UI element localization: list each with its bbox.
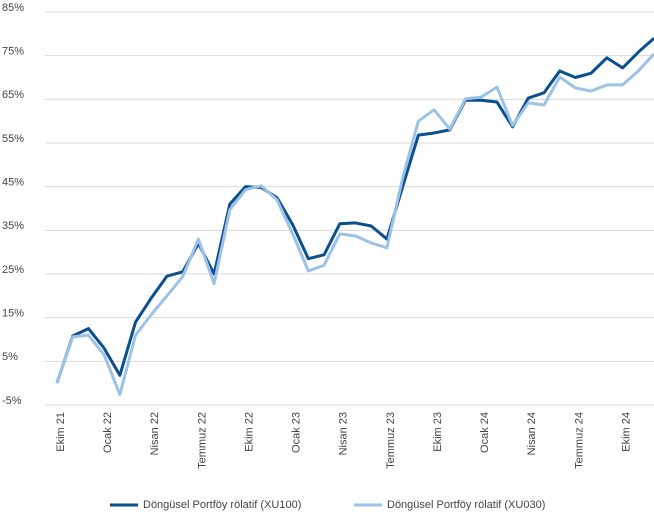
- x-tick-label: Ocak 24: [479, 412, 491, 453]
- x-tick-label: Ekim 22: [243, 412, 255, 452]
- y-tick-label: 55%: [2, 133, 24, 145]
- y-tick-label: 5%: [2, 351, 18, 363]
- x-tick-label: Nisan 23: [338, 412, 350, 455]
- x-tick-label: Nisan 24: [526, 412, 538, 455]
- legend-label: Döngüsel Portföy rölatif (XU030): [387, 499, 545, 511]
- x-tick-label: Ekim 23: [432, 412, 444, 452]
- legend-label: Döngüsel Portföy rölatif (XU100): [143, 499, 301, 511]
- series-line: [55, 52, 654, 397]
- series-line: [55, 37, 654, 384]
- y-tick-label: -5%: [2, 395, 22, 407]
- y-tick-label: 75%: [2, 46, 24, 58]
- x-tick-label: Temmuz 22: [196, 412, 208, 469]
- x-tick-label: Ekim 21: [55, 412, 67, 452]
- y-tick-label: 65%: [2, 89, 24, 101]
- y-tick-label: 35%: [2, 220, 24, 232]
- x-tick-label: Ocak 22: [102, 412, 114, 453]
- x-tick-label: Nisan 22: [149, 412, 161, 455]
- y-tick-label: 85%: [2, 2, 24, 14]
- y-tick-label: 25%: [2, 264, 24, 276]
- x-tick-label: Temmuz 24: [573, 412, 585, 469]
- x-tick-label: Ekim 24: [620, 412, 632, 452]
- x-tick-label: Temmuz 23: [385, 412, 397, 469]
- x-tick-label: Ocak 23: [291, 412, 303, 453]
- y-tick-label: 15%: [2, 308, 24, 320]
- y-tick-label: 45%: [2, 177, 24, 189]
